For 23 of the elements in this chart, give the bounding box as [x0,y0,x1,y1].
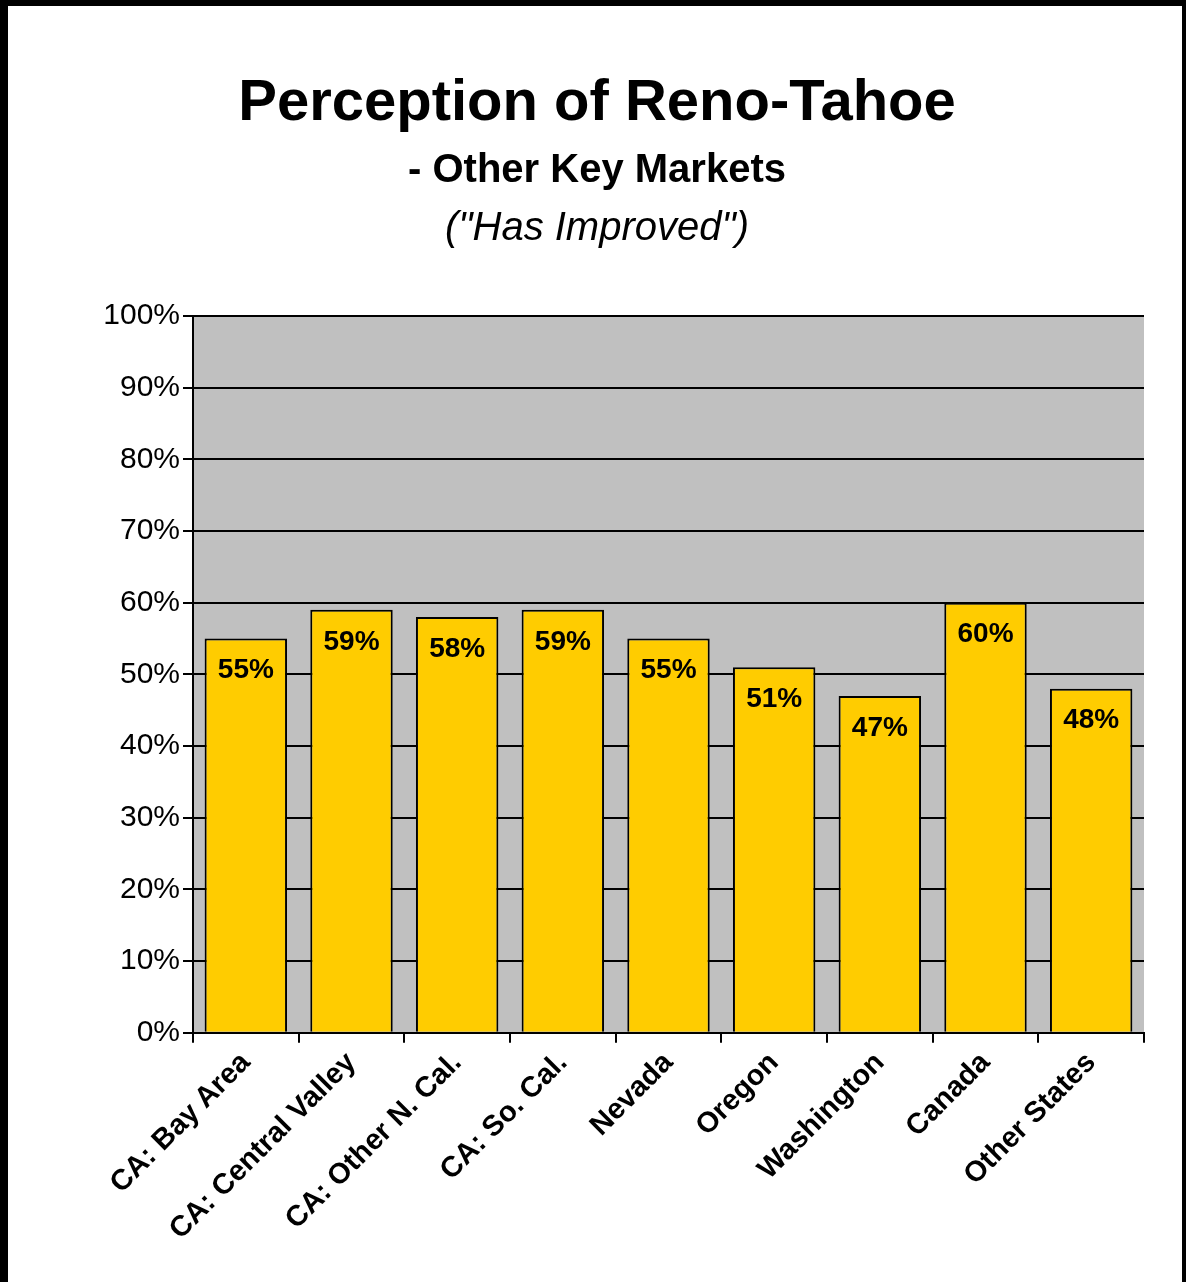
data-label: 51% [746,681,803,713]
data-label: 55% [217,653,274,685]
y-tick-label: 40% [119,727,180,761]
data-label: 59% [534,624,591,656]
y-tick-label: 90% [119,368,180,402]
y-tick-label: 70% [119,512,180,546]
data-label: 60% [957,617,1014,649]
y-tick-label: 10% [119,942,180,976]
y-tick-label: 20% [119,870,180,904]
data-label: 59% [323,624,380,656]
data-label: 48% [1063,703,1120,735]
y-tick-label: 30% [119,798,180,832]
y-tick-label: 50% [119,655,180,689]
y-tick-label: 100% [103,297,180,331]
y-tick-label: 80% [119,440,180,474]
y-tick-label: 60% [119,583,180,617]
data-label: 55% [640,653,697,685]
chart-subtitle: - Other Key Markets [407,146,787,191]
y-tick-label: 0% [136,1014,180,1048]
chart-title: Perception of Reno-Tahoe [237,66,957,133]
text: ("Has Improved") [444,204,750,249]
data-label: 47% [851,710,908,742]
data-label: 58% [429,631,486,663]
